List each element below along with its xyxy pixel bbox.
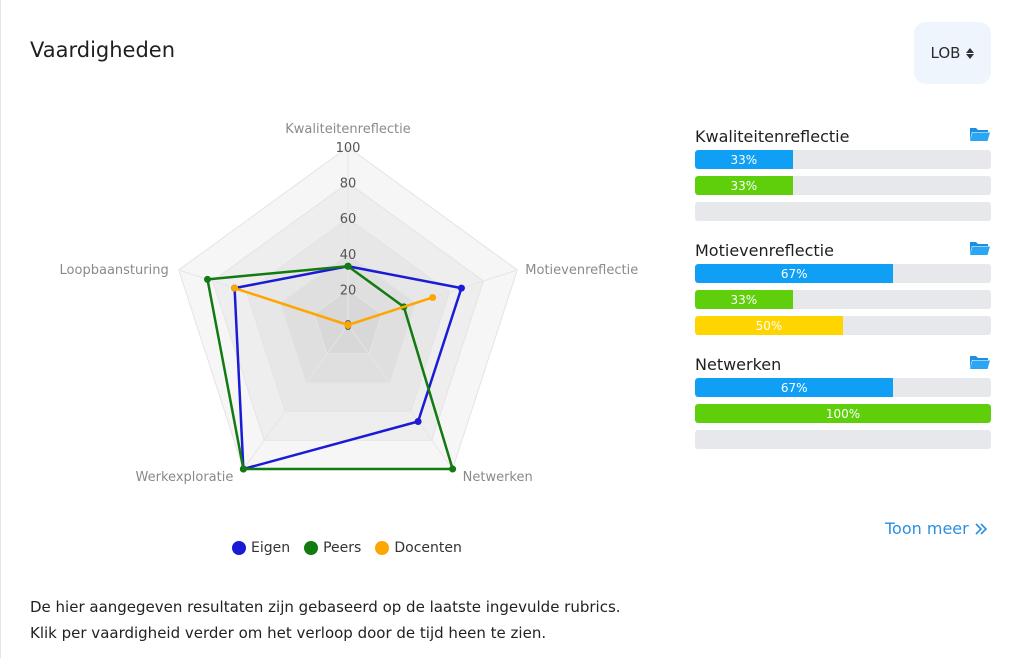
tick-label: 100 bbox=[336, 141, 361, 156]
data-point-eigen bbox=[414, 417, 422, 425]
skill-header: Kwaliteitenreflectie bbox=[695, 125, 991, 147]
show-more-label: Toon meer bbox=[885, 519, 969, 538]
data-point-peers bbox=[239, 465, 247, 473]
tick-label: 40 bbox=[340, 248, 357, 263]
skill-header: Netwerken bbox=[695, 353, 991, 375]
skill-motievenreflectie: Motievenreflectie 67% 33% 50% bbox=[695, 239, 991, 335]
chart-legend: Eigen Peers Docenten bbox=[232, 540, 462, 556]
axis-label: Motievenreflectie bbox=[525, 263, 638, 278]
progress-bar: 67% bbox=[695, 378, 991, 397]
progress-bar: 33% bbox=[695, 290, 991, 309]
legend-dot bbox=[232, 541, 246, 555]
axis-label: Kwaliteitenreflectie bbox=[285, 122, 411, 137]
legend-dot bbox=[304, 541, 319, 555]
legend-item-peers[interactable]: Peers bbox=[304, 540, 361, 556]
skill-netwerken: Netwerken 67% 100% bbox=[695, 353, 991, 449]
progress-fill: 33% bbox=[695, 290, 793, 309]
tick-label: 60 bbox=[340, 212, 357, 227]
legend-dot bbox=[375, 541, 390, 555]
description: De hier aangegeven resultaten zijn gebas… bbox=[30, 594, 621, 646]
progress-fill: 50% bbox=[695, 316, 843, 335]
folder-open-icon[interactable] bbox=[969, 126, 991, 146]
progress-fill: 100% bbox=[695, 404, 991, 423]
description-line-1: De hier aangegeven resultaten zijn gebas… bbox=[30, 598, 621, 616]
tick-label: 80 bbox=[340, 177, 357, 192]
progress-bar bbox=[695, 430, 991, 449]
double-chevron-right-icon bbox=[975, 522, 987, 535]
legend-item-eigen[interactable]: Eigen bbox=[232, 540, 290, 556]
legend-label: Docenten bbox=[394, 540, 462, 556]
legend-label: Eigen bbox=[251, 540, 291, 556]
data-point-docenten bbox=[231, 284, 239, 292]
radar-chart: 020406080100KwaliteitenreflectieMotieven… bbox=[60, 122, 639, 485]
progress-bar: 67% bbox=[695, 264, 991, 283]
series-line-eigen bbox=[233, 265, 463, 471]
progress-fill: 33% bbox=[695, 150, 793, 169]
legend-item-docenten[interactable]: Docenten bbox=[375, 540, 462, 556]
skill-name[interactable]: Motievenreflectie bbox=[695, 240, 834, 260]
data-point-peers bbox=[203, 275, 211, 283]
progress-fill: 33% bbox=[695, 176, 793, 195]
progress-fill: 67% bbox=[695, 264, 894, 283]
grid-spoke bbox=[242, 324, 349, 470]
axis-label: Netwerken bbox=[463, 470, 533, 485]
data-point-docenten bbox=[344, 321, 352, 329]
category-select-value: LOB bbox=[930, 44, 961, 62]
description-line-2: Klik per vaardigheid verder om het verlo… bbox=[30, 624, 547, 642]
skills-list: Kwaliteitenreflectie 33% 33% Motievenreflec… bbox=[695, 125, 991, 467]
grid-spoke bbox=[347, 324, 454, 470]
data-point-peers bbox=[344, 262, 352, 270]
tick-label: 20 bbox=[340, 283, 357, 298]
axis-label: Loopbaansturing bbox=[60, 263, 169, 278]
progress-bar: 33% bbox=[695, 176, 991, 195]
data-point-eigen bbox=[457, 284, 465, 292]
progress-bar bbox=[695, 202, 991, 221]
data-point-peers bbox=[449, 465, 457, 473]
show-more-link[interactable]: Toon meer bbox=[885, 519, 987, 538]
category-select[interactable]: LOB bbox=[914, 22, 991, 84]
data-point-docenten bbox=[429, 293, 437, 301]
folder-open-icon[interactable] bbox=[969, 354, 991, 374]
legend-label: Peers bbox=[323, 540, 362, 556]
page-title: Vaardigheden bbox=[30, 38, 176, 62]
skill-name[interactable]: Kwaliteitenreflectie bbox=[695, 126, 850, 146]
progress-bar: 100% bbox=[695, 404, 991, 423]
progress-bar: 33% bbox=[695, 150, 991, 169]
progress-bar: 50% bbox=[695, 316, 991, 335]
folder-open-icon[interactable] bbox=[969, 240, 991, 260]
skill-kwaliteitenreflectie: Kwaliteitenreflectie 33% 33% bbox=[695, 125, 991, 221]
axis-label: Werkexploratie bbox=[136, 470, 234, 485]
series-line-peers bbox=[206, 265, 454, 471]
sort-arrows-icon bbox=[966, 47, 975, 59]
skill-header: Motievenreflectie bbox=[695, 239, 991, 261]
skill-name[interactable]: Netwerken bbox=[695, 354, 782, 374]
progress-fill: 67% bbox=[695, 378, 894, 397]
